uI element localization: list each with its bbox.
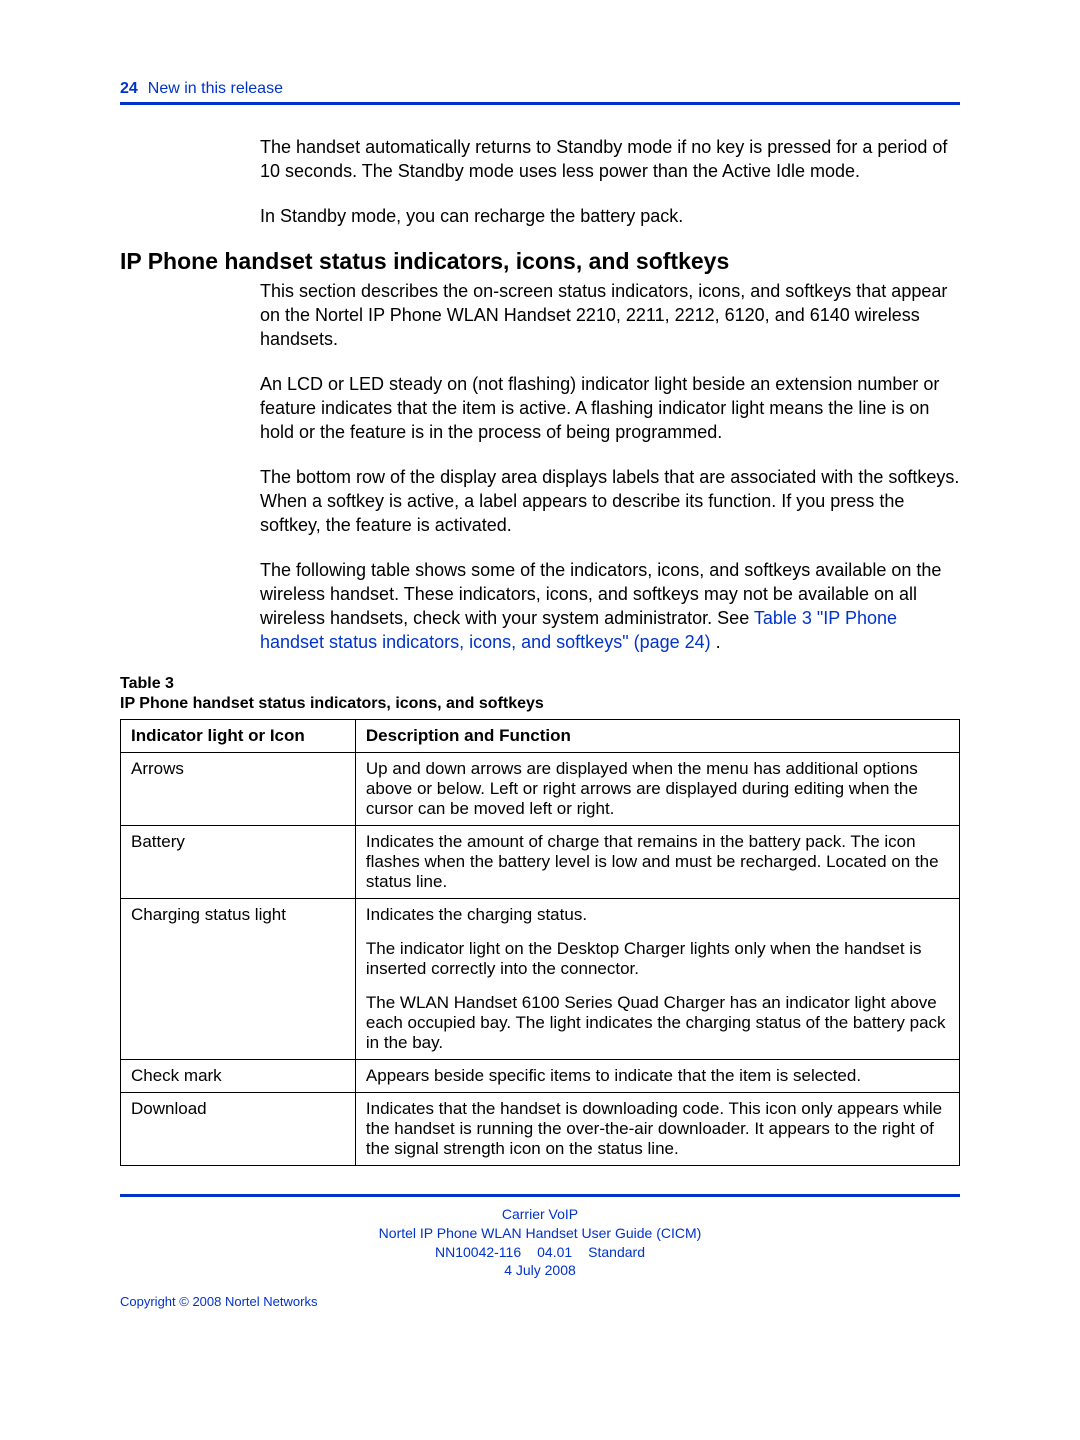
table-cell-description: Indicates the amount of charge that rema… bbox=[355, 825, 959, 898]
table-cell-indicator: Charging status light bbox=[121, 898, 356, 1059]
table-header-col1: Indicator light or Icon bbox=[121, 719, 356, 752]
table-cell-indicator: Check mark bbox=[121, 1059, 356, 1092]
table-cell-description: Up and down arrows are displayed when th… bbox=[355, 752, 959, 825]
table-cell-indicator: Arrows bbox=[121, 752, 356, 825]
section-paragraph-3: The bottom row of the display area displ… bbox=[260, 465, 960, 538]
document-page: 24 New in this release The handset autom… bbox=[0, 0, 1080, 1369]
section-body: This section describes the on-screen sta… bbox=[260, 279, 960, 655]
running-header: 24 New in this release bbox=[120, 80, 960, 98]
table-header-col2: Description and Function bbox=[355, 719, 959, 752]
header-rule bbox=[120, 102, 960, 105]
section-heading: IP Phone handset status indicators, icon… bbox=[120, 248, 960, 275]
footer-version: 04.01 bbox=[537, 1244, 572, 1260]
table-header-row: Indicator light or Icon Description and … bbox=[121, 719, 960, 752]
footer-rule bbox=[120, 1194, 960, 1197]
intro-paragraph-2: In Standby mode, you can recharge the ba… bbox=[260, 204, 960, 228]
copyright-line: Copyright © 2008 Nortel Networks bbox=[120, 1294, 960, 1309]
table-caption: IP Phone handset status indicators, icon… bbox=[120, 695, 960, 713]
footer-line-2: Nortel IP Phone WLAN Handset User Guide … bbox=[120, 1224, 960, 1243]
table-cell-line: Indicates the charging status. bbox=[366, 905, 949, 925]
table-row: Arrows Up and down arrows are displayed … bbox=[121, 752, 960, 825]
table-row: Battery Indicates the amount of charge t… bbox=[121, 825, 960, 898]
table-row: Check mark Appears beside specific items… bbox=[121, 1059, 960, 1092]
footer-line-1: Carrier VoIP bbox=[120, 1205, 960, 1224]
section-paragraph-1: This section describes the on-screen sta… bbox=[260, 279, 960, 352]
section-paragraph-2: An LCD or LED steady on (not flashing) i… bbox=[260, 372, 960, 445]
running-header-title: New in this release bbox=[148, 80, 283, 98]
footer-line-3: NN10042-116 04.01 Standard bbox=[120, 1243, 960, 1262]
intro-block: The handset automatically returns to Sta… bbox=[260, 135, 960, 228]
footer-doc-number: NN10042-116 bbox=[435, 1244, 521, 1260]
table-cell-indicator: Download bbox=[121, 1092, 356, 1165]
table-row: Download Indicates that the handset is d… bbox=[121, 1092, 960, 1165]
table-cell-description: Appears beside specific items to indicat… bbox=[355, 1059, 959, 1092]
footer-line-4: 4 July 2008 bbox=[120, 1261, 960, 1280]
footer-status: Standard bbox=[588, 1244, 645, 1260]
table-cell-line: The WLAN Handset 6100 Series Quad Charge… bbox=[366, 993, 949, 1053]
table-cell-line: The indicator light on the Desktop Charg… bbox=[366, 939, 949, 979]
table-row: Charging status light Indicates the char… bbox=[121, 898, 960, 1059]
table-label: Table 3 bbox=[120, 675, 960, 693]
table-cell-description: Indicates that the handset is downloadin… bbox=[355, 1092, 959, 1165]
section-paragraph-4: The following table shows some of the in… bbox=[260, 558, 960, 655]
intro-paragraph-1: The handset automatically returns to Sta… bbox=[260, 135, 960, 184]
page-number: 24 bbox=[120, 80, 138, 98]
table-cell-indicator: Battery bbox=[121, 825, 356, 898]
footer-block: Carrier VoIP Nortel IP Phone WLAN Handse… bbox=[120, 1205, 960, 1281]
table-cell-description: Indicates the charging status. The indic… bbox=[355, 898, 959, 1059]
section-paragraph-4-suffix: . bbox=[711, 632, 721, 652]
status-indicators-table: Indicator light or Icon Description and … bbox=[120, 719, 960, 1166]
